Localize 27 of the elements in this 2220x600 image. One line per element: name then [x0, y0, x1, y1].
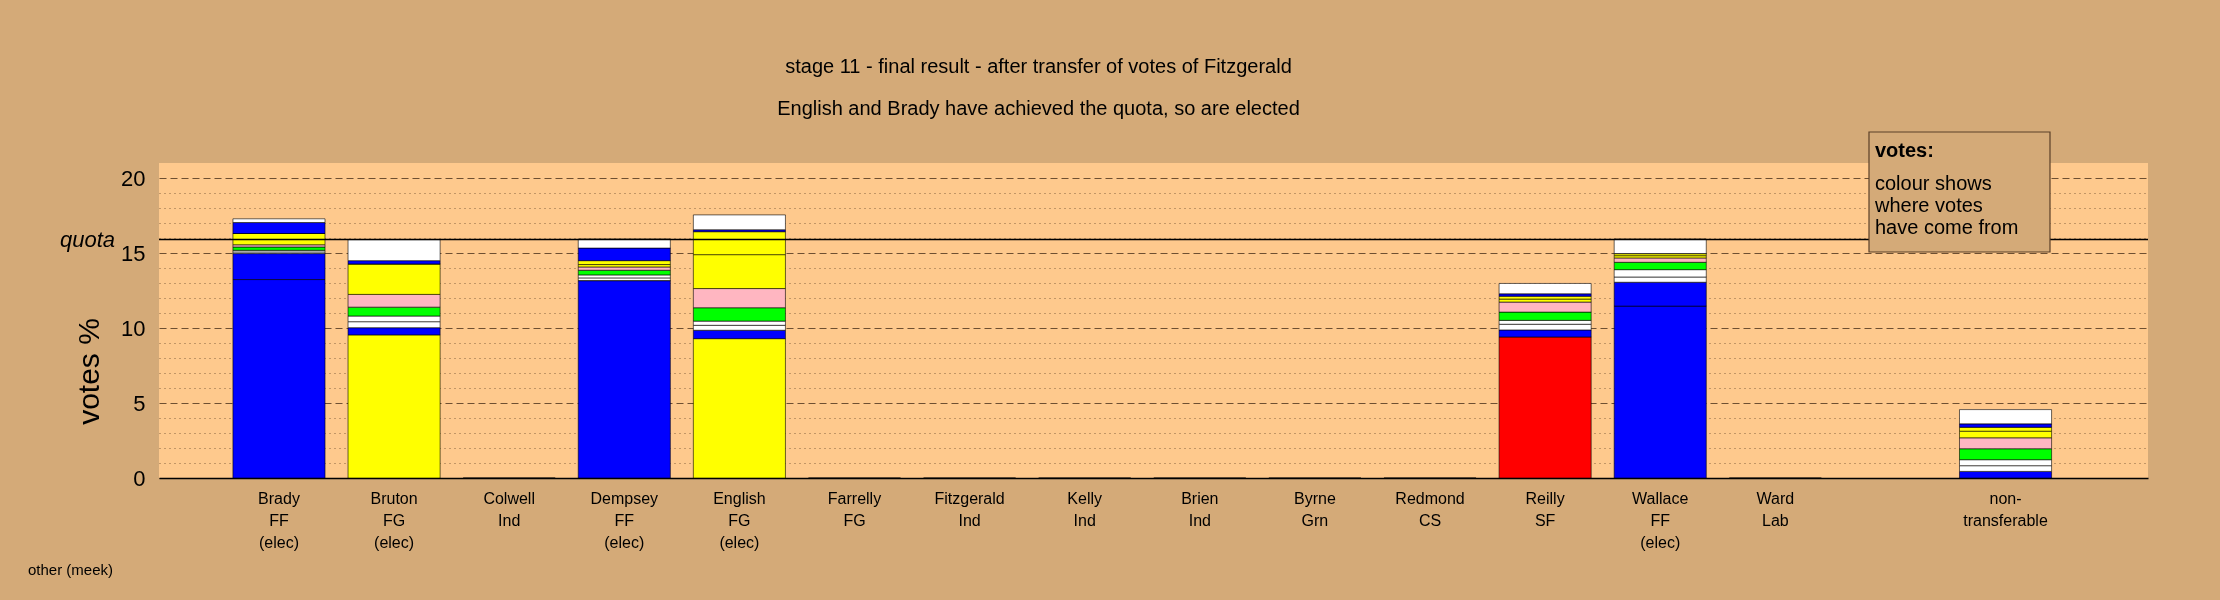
chart-title: stage 11 - final result - after transfer of votes of Fitzgerald — [785, 55, 1292, 78]
text: votes: — [1875, 139, 1934, 161]
x-tick-label: Brien Ind — [1181, 489, 1219, 529]
chart-subtitle: English and Brady have achieved the quota, so are elected — [777, 97, 1300, 120]
y-tick-label: 10 — [121, 315, 146, 341]
y-tick-label: 20 — [121, 165, 146, 191]
x-tick-label: Wallace FF (elec) — [1632, 489, 1689, 551]
x-tick-label: Colwell Ind — [483, 489, 535, 529]
x-tick-label: Farrelly FG — [827, 489, 882, 529]
y-tick-label: 5 — [133, 390, 146, 416]
y-tick-label: 15 — [121, 240, 146, 266]
x-tick-label: Brady FF (elec) — [258, 489, 300, 551]
annotation: colour shows where votes have come from — [1874, 172, 2019, 238]
x-tick-label: Redmond CS — [1395, 489, 1465, 529]
y-tick-label: 0 — [133, 465, 146, 491]
x-tick-label: non- transferable — [1963, 489, 2048, 529]
text: other (meek) — [28, 561, 114, 578]
x-tick-label: Reilly SF — [1525, 489, 1565, 529]
x-tick-label: English FG (elec) — [713, 489, 766, 551]
ref-line-label: quota — [59, 226, 115, 252]
x-tick-label: Byrne Grn — [1294, 489, 1336, 529]
x-tick-label: Dempsey FF (elec) — [590, 489, 659, 551]
x-tick-label: Ward Lab — [1756, 489, 1795, 529]
x-tick-label: Fitzgerald Ind — [934, 489, 1005, 529]
y-axis-title: votes % — [72, 318, 106, 425]
x-tick-label: Bruton FG (elec) — [370, 489, 418, 551]
x-tick-label: Kelly Ind — [1067, 489, 1103, 529]
